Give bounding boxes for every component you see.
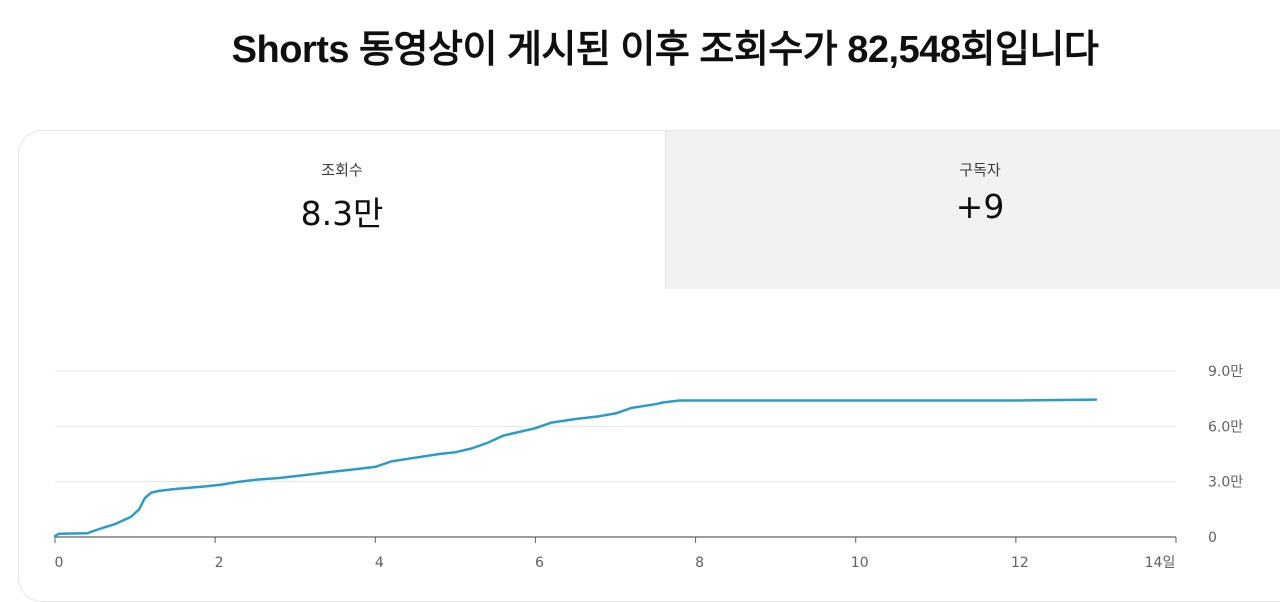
tab-subscribers-value: +9 xyxy=(955,187,1005,226)
y-tick-label: 9.0만 xyxy=(1208,364,1243,380)
tab-subscribers-label: 구독자 xyxy=(959,161,1001,179)
y-tick-label: 3.0만 xyxy=(1208,475,1243,491)
series-line xyxy=(53,398,1098,538)
views-line-chart: 0 3.0만 6.0만 9.0만 0 2 4 6 8 10 12 14일 xyxy=(53,364,1243,571)
y-tick-label: 0 xyxy=(1208,530,1217,546)
page-title: Shorts 동영상이 게시된 이후 조회수가 82,548회입니다 xyxy=(231,29,1099,71)
x-tick-label: 14일 xyxy=(1145,555,1176,571)
x-tick-label: 2 xyxy=(215,555,224,571)
tab-views-value: 8.3만 xyxy=(300,194,384,233)
x-tick-label: 0 xyxy=(55,555,64,571)
tab-subscribers[interactable]: 구독자 +9 xyxy=(665,131,1280,289)
x-tick-label: 4 xyxy=(375,555,384,571)
x-tick-label: 6 xyxy=(535,555,544,571)
tab-views[interactable]: 조회수 8.3만 xyxy=(19,131,665,289)
tab-views-label: 조회수 xyxy=(321,161,363,179)
x-tick-label: 12 xyxy=(1011,555,1029,571)
analytics-card: 조회수 8.3만 구독자 +9 xyxy=(18,130,1280,602)
x-tick-label: 10 xyxy=(851,555,869,571)
y-tick-label: 6.0만 xyxy=(1208,419,1243,435)
x-tick-label: 8 xyxy=(695,555,704,571)
